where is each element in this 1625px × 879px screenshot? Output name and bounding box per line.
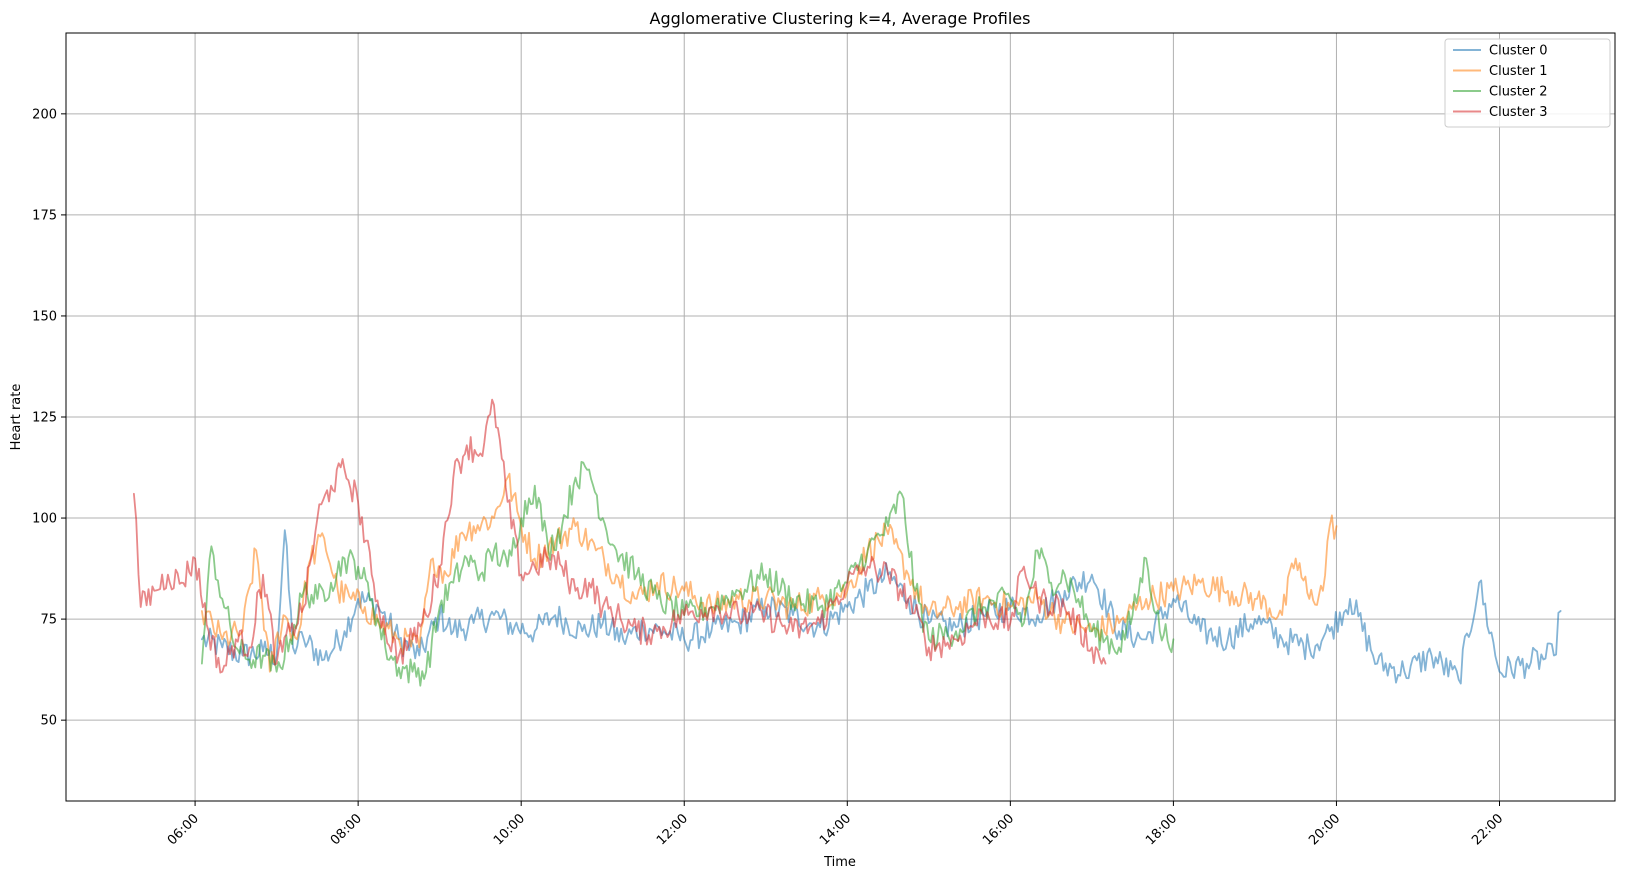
legend: Cluster 0 Cluster 1 Cluster 2 Cluster 3 [1444, 38, 1611, 128]
y-axis-label: Heart rate [9, 384, 24, 451]
legend-box [1444, 38, 1611, 128]
grid [66, 33, 1615, 801]
legend-label-2: Cluster 2 [1489, 85, 1548, 100]
legend-label-0: Cluster 0 [1489, 44, 1548, 59]
legend-label-3: Cluster 3 [1489, 105, 1548, 120]
legend-label-1: Cluster 1 [1489, 64, 1548, 79]
y-tick-label-6: 200 [32, 107, 57, 122]
series-group [133, 398, 1562, 687]
y-axis: 50 75 100 125 150 175 200 [32, 107, 66, 729]
series-line-cluster-0 [201, 529, 1562, 685]
y-tick-label-1: 75 [40, 613, 57, 628]
y-tick-label-4: 150 [32, 309, 57, 324]
x-axis-label: Time [823, 855, 856, 870]
chart-title: Agglomerative Clustering k=4, Average Pr… [650, 9, 1031, 28]
y-tick-label-5: 175 [32, 208, 57, 223]
series-line-cluster-3 [133, 398, 1107, 674]
y-tick-label-3: 125 [32, 411, 57, 426]
y-tick-label-2: 100 [32, 512, 57, 527]
y-tick-label-0: 50 [40, 714, 57, 729]
